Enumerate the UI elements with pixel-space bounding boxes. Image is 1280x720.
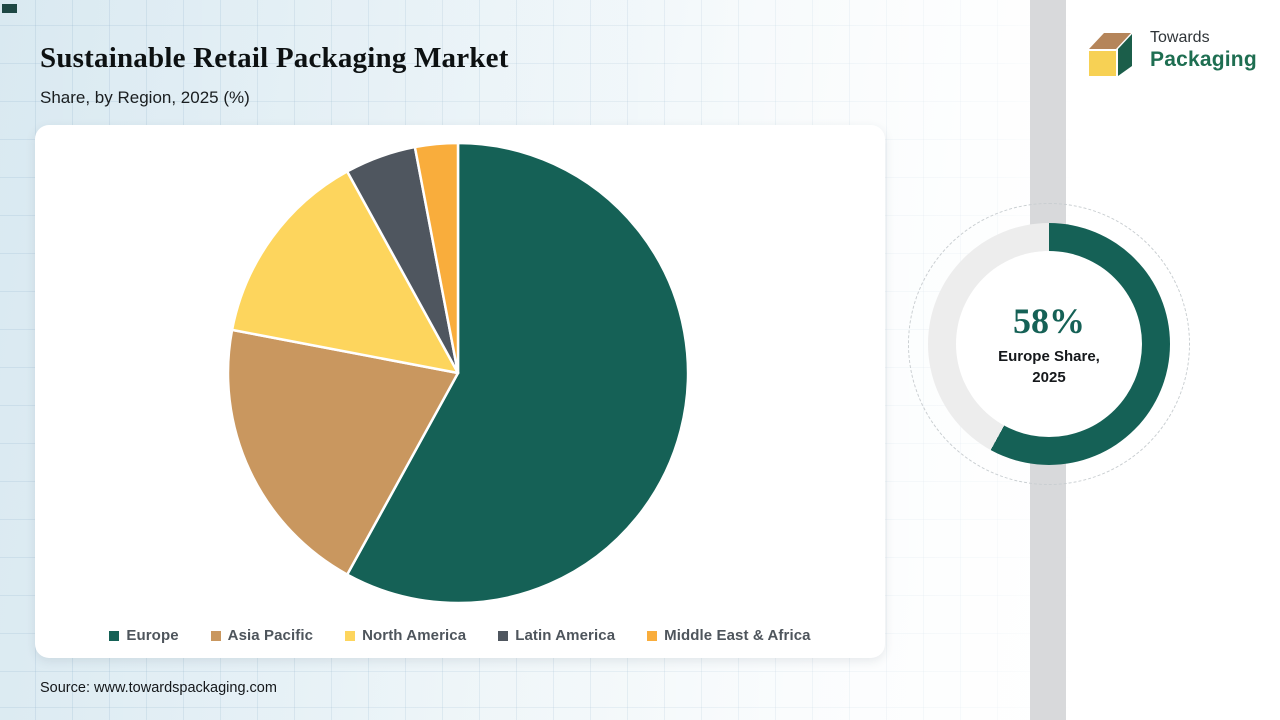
legend-item-latin-america: Latin America [498, 627, 615, 644]
brand-name-line2: Packaging [1150, 47, 1257, 71]
legend-label: Middle East & Africa [664, 627, 811, 644]
legend-swatch [109, 630, 120, 641]
package-box-icon [1082, 20, 1140, 81]
legend-label: North America [362, 627, 467, 644]
pie-slice-north-america [230, 170, 460, 375]
donut-value: 58% [1013, 301, 1085, 341]
legend-swatch [345, 630, 356, 641]
source-attribution: Source: www.towardspackaging.com [40, 680, 277, 696]
donut-caption-line1: Europe Share, [998, 348, 1100, 365]
legend-swatch [498, 630, 509, 641]
legend-item-asia-pacific: Asia Pacific [210, 627, 314, 644]
chart-card: Europe Asia Pacific North America Latin Ame… [35, 125, 885, 658]
legend-item-north-america: North America [345, 627, 466, 644]
donut-center: 58% Europe Share, 2025 [956, 251, 1142, 437]
legend-item-middle-east-africa: Middle East & Africa [647, 627, 811, 644]
page-subtitle: Share, by Region, 2025 (%) [40, 88, 250, 107]
brand-logo-text: Towards Packaging [1150, 29, 1257, 72]
donut-caption: Europe Share, 2025 [998, 346, 1100, 388]
brand-name-line1: Towards [1150, 29, 1210, 47]
brand-logo: Towards Packaging [1082, 20, 1257, 81]
pie-chart [226, 141, 690, 605]
corner-mark [2, 4, 17, 13]
legend-label: Europe [126, 627, 179, 644]
donut-caption-line2: 2025 [1032, 369, 1066, 386]
pie-slice-europe [345, 141, 690, 605]
pie-slice-asia-pacific [226, 328, 460, 576]
legend-item-europe: Europe [109, 627, 179, 644]
pie-chart-svg [226, 141, 690, 605]
pie-slice-middle-east-africa [413, 141, 460, 375]
chart-legend: Europe Asia Pacific North America Latin Ame… [35, 627, 885, 644]
donut-dashed-outline [908, 203, 1190, 485]
legend-swatch [647, 630, 658, 641]
legend-label: Latin America [515, 627, 616, 644]
page-title: Sustainable Retail Packaging Market [40, 42, 509, 74]
legend-swatch [210, 630, 221, 641]
legend-label: Asia Pacific [227, 627, 314, 644]
